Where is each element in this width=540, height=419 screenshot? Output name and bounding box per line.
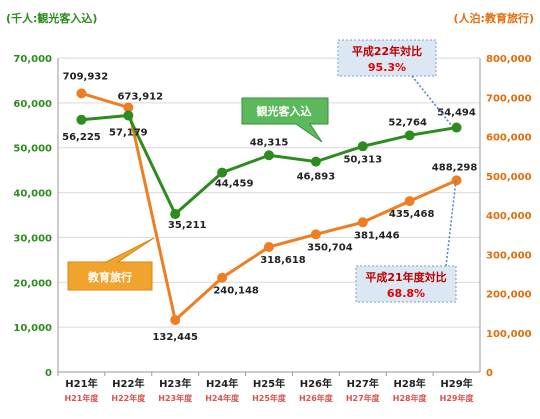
right-axis-tick-label: 200,000 bbox=[486, 290, 532, 301]
x-axis-category-label: H24年 bbox=[206, 377, 238, 390]
x-axis-fiscal-year-label: H22年度 bbox=[111, 393, 146, 403]
left-axis-tick-label: 60,000 bbox=[13, 99, 52, 110]
tourist-visitors-value-label: 46,893 bbox=[297, 172, 336, 183]
right-axis-tick-label: 500,000 bbox=[486, 172, 532, 183]
comparison-box-h21: 平成21年度対比 68.8% bbox=[355, 179, 457, 303]
x-axis-category-label: H21年 bbox=[65, 377, 97, 390]
education-travel-value-label: 240,148 bbox=[213, 286, 259, 297]
left-axis-tick-label: 50,000 bbox=[13, 144, 52, 155]
green-callout-label: 観光客入込 bbox=[257, 104, 312, 118]
x-axis-fiscal-year-label: H21年度 bbox=[65, 393, 100, 403]
comparison-box-h21-title: 平成21年度対比 bbox=[365, 270, 446, 284]
comparison-box-h22-value: 95.3% bbox=[368, 61, 406, 74]
x-axis-fiscal-year-label: H25年度 bbox=[252, 393, 287, 403]
education-travel-value-label: 673,912 bbox=[118, 91, 164, 102]
tourist-visitors-point bbox=[357, 141, 368, 152]
x-axis-fiscal-year-label: H24年度 bbox=[205, 393, 240, 403]
right-axis-tick-label: 400,000 bbox=[486, 211, 532, 222]
x-axis-category-label: H26年 bbox=[300, 377, 332, 390]
tourist-visitors-value-label: 52,764 bbox=[388, 117, 427, 128]
x-axis-category-label: H28年 bbox=[394, 377, 426, 390]
green-series-callout: 観光客入込 bbox=[241, 97, 329, 143]
axes: 0 10,000 20,000 30,000 40,000 50,000 60,000 70,… bbox=[13, 54, 531, 403]
left-axis-tick-label: 70,000 bbox=[13, 54, 52, 65]
tourist-visitors-value-label: 50,313 bbox=[343, 154, 382, 165]
tourist-visitors-point bbox=[451, 122, 462, 133]
x-axis-fiscal-year-label: H28年度 bbox=[393, 393, 428, 403]
orange-callout-label: 教育旅行 bbox=[87, 270, 132, 284]
tourist-visitors-point bbox=[217, 167, 228, 178]
education-travel-point bbox=[76, 88, 87, 99]
right-axis-tick-label: 600,000 bbox=[486, 133, 532, 144]
education-travel-point bbox=[357, 217, 368, 228]
tourist-visitors-value-label: 35,211 bbox=[168, 220, 207, 231]
education-travel-value-label: 381,446 bbox=[354, 230, 400, 241]
right-axis-tick-label: 800,000 bbox=[486, 54, 532, 65]
x-axis-category-label: H22年 bbox=[112, 377, 144, 390]
education-travel-point bbox=[123, 102, 134, 113]
x-axis-category-label: H29年 bbox=[440, 377, 472, 390]
x-axis-fiscal-year-label: H23年度 bbox=[158, 393, 193, 403]
left-axis-unit-label: (千人:観光客入込) bbox=[6, 11, 97, 25]
education-travel-point bbox=[264, 241, 274, 252]
tourist-visitors-value-label: 56,225 bbox=[62, 132, 101, 143]
left-axis-tick-label: 0 bbox=[45, 368, 52, 379]
education-travel-value-label: 435,468 bbox=[389, 209, 435, 220]
education-travel-value-label: 350,704 bbox=[307, 242, 353, 253]
tourist-visitors-point bbox=[264, 150, 274, 161]
tourist-visitors-point bbox=[170, 209, 181, 220]
education-travel-value-label: 709,932 bbox=[63, 71, 109, 82]
series-layer bbox=[76, 88, 462, 326]
x-axis-category-label: H25年 bbox=[253, 377, 285, 390]
tourist-visitors-point bbox=[123, 110, 134, 121]
education-travel-value-label: 318,618 bbox=[260, 255, 306, 266]
education-travel-point bbox=[451, 175, 462, 186]
right-axis-tick-label: 100,000 bbox=[486, 329, 532, 340]
tourist-visitors-value-label: 48,315 bbox=[250, 137, 289, 148]
x-axis-fiscal-year-label: H26年度 bbox=[299, 393, 334, 403]
education-travel-value-label: 488,298 bbox=[432, 162, 478, 173]
education-travel-point bbox=[170, 315, 181, 326]
comparison-box-h22: 平成22年対比 95.3% bbox=[337, 39, 453, 127]
data-labels: 56,225 57,179 35,211 44,459 48,315 46,893 50,3… bbox=[62, 71, 477, 343]
x-axis-fiscal-year-label: H27年度 bbox=[346, 393, 381, 403]
left-axis-tick-label: 10,000 bbox=[13, 323, 52, 334]
comparison-box-h21-value: 68.8% bbox=[387, 287, 425, 300]
comparison-box-h22-title: 平成22年対比 bbox=[352, 44, 422, 58]
right-axis-unit-label: (人泊:教育旅行) bbox=[454, 11, 534, 25]
education-travel-point bbox=[404, 196, 415, 207]
education-travel-value-label: 132,445 bbox=[152, 332, 198, 343]
tourist-visitors-value-label: 44,459 bbox=[215, 179, 254, 190]
tourist-visitors-point bbox=[76, 114, 87, 125]
orange-series-callout: 教育旅行 bbox=[67, 237, 155, 291]
x-axis-category-label: H23年 bbox=[159, 377, 191, 390]
education-travel-point bbox=[217, 272, 228, 283]
right-axis-tick-label: 300,000 bbox=[486, 250, 532, 261]
tourist-visitors-value-label: 54,494 bbox=[437, 108, 476, 119]
x-axis-category-label: H27年 bbox=[347, 377, 379, 390]
right-axis-tick-label: 700,000 bbox=[486, 93, 532, 104]
x-axis-fiscal-year-label: H29年度 bbox=[440, 393, 475, 403]
tourist-visitors-value-label: 57,179 bbox=[109, 128, 148, 139]
tourist-visitors-point bbox=[310, 156, 321, 167]
right-axis-tick-label: 0 bbox=[486, 368, 493, 379]
tourist-visitors-point bbox=[404, 130, 415, 141]
left-axis-tick-label: 40,000 bbox=[13, 189, 52, 200]
education-travel-point bbox=[310, 229, 321, 240]
left-axis-tick-label: 20,000 bbox=[13, 278, 52, 289]
left-axis-tick-label: 30,000 bbox=[13, 233, 52, 244]
